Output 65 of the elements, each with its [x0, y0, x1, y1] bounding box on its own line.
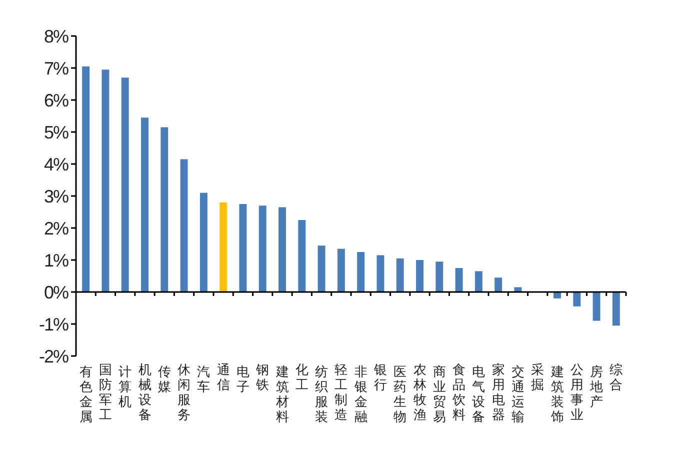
bar [396, 258, 404, 292]
y-tick-label: -2% [38, 346, 69, 366]
x-tick-label: 商业贸易 [432, 365, 446, 425]
bar [239, 204, 247, 292]
bar [357, 252, 365, 292]
x-tick-label: 家用电器 [492, 362, 505, 423]
x-tick-label: 休闲服务 [178, 363, 191, 423]
x-tick-label: 房地产 [589, 364, 604, 410]
bar [318, 246, 326, 292]
x-tick-label: 银行 [372, 363, 387, 393]
bar [612, 292, 620, 326]
y-tick-label: -1% [38, 314, 69, 334]
x-tick-label: 纺织服装 [315, 365, 328, 425]
bar [592, 292, 600, 321]
x-tick-label: 综合 [610, 363, 623, 393]
x-tick-label: 电气设备 [472, 365, 486, 425]
bar [141, 118, 148, 292]
bar [494, 278, 502, 292]
x-tick-label: 电子 [236, 365, 250, 395]
bar [474, 271, 482, 292]
x-tick-label: 化工 [295, 363, 308, 393]
bar [258, 206, 266, 292]
x-tick-label: 计算机 [118, 365, 132, 410]
y-tick-label: 5% [44, 122, 69, 142]
y-tick-label: 0% [44, 282, 69, 302]
x-tick-label: 汽车 [197, 365, 210, 395]
y-tick-label: 2% [44, 218, 69, 238]
y-tick-label: 8% [44, 26, 69, 46]
y-tick-label: 6% [44, 90, 69, 110]
y-tick-label: 7% [44, 58, 69, 78]
x-tick-label: 钢铁 [255, 363, 270, 393]
bar [573, 292, 581, 306]
y-tick-label: 4% [44, 154, 69, 174]
bar [278, 207, 286, 292]
x-tick-label: 国防军工 [98, 363, 112, 423]
x-tick-label: 有色金属 [79, 365, 92, 425]
bar [220, 202, 228, 292]
x-tick-label: 传媒 [158, 365, 171, 395]
bar [82, 66, 90, 292]
x-tick-label: 通信 [216, 363, 230, 393]
bar [160, 127, 168, 292]
bar [298, 220, 306, 292]
x-tick-label: 医药生物 [394, 365, 407, 425]
bar [337, 248, 345, 292]
x-tick-label: 交通运输 [511, 364, 524, 425]
y-tick-label: 1% [44, 250, 69, 270]
x-tick-label: 采掘 [531, 363, 544, 393]
x-tick-label: 建筑材料 [274, 365, 289, 425]
x-tick-label: 轻工制造 [334, 363, 348, 423]
bar [180, 159, 188, 292]
bar [121, 78, 129, 292]
x-tick-label: 农林牧渔 [412, 363, 426, 423]
bar [416, 260, 424, 292]
bar [376, 255, 384, 292]
bar [200, 192, 208, 292]
x-tick-label: 机械设备 [138, 363, 152, 423]
x-tick-label: 食品饮料 [452, 363, 466, 423]
bar [514, 287, 522, 292]
bar [436, 262, 444, 292]
bar [455, 268, 463, 292]
x-tick-label: 非银金融 [353, 365, 368, 425]
y-tick-label: 3% [44, 186, 69, 206]
x-tick-label: 建筑装饰 [550, 365, 564, 425]
bar [102, 70, 110, 292]
x-tick-label: 公用事业 [570, 363, 584, 423]
